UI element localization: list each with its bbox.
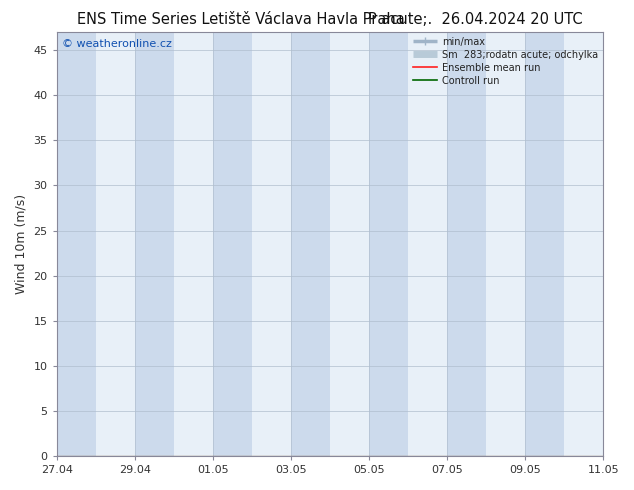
Bar	[291, 32, 330, 456]
Bar	[213, 32, 252, 456]
Text: P acute;.  26.04.2024 20 UTC: P acute;. 26.04.2024 20 UTC	[368, 12, 583, 27]
Bar	[56, 32, 96, 456]
Text: ENS Time Series Letiště Václava Havla Praha: ENS Time Series Letiště Václava Havla Pr…	[77, 12, 404, 27]
Y-axis label: Wind 10m (m/s): Wind 10m (m/s)	[15, 194, 28, 294]
Bar	[369, 32, 408, 456]
Bar	[447, 32, 486, 456]
Bar	[135, 32, 174, 456]
Legend: min/max, Sm  283;rodatn acute; odchylka, Ensemble mean run, Controll run: min/max, Sm 283;rodatn acute; odchylka, …	[410, 34, 601, 89]
Bar	[525, 32, 564, 456]
Text: © weatheronline.cz: © weatheronline.cz	[62, 39, 172, 49]
